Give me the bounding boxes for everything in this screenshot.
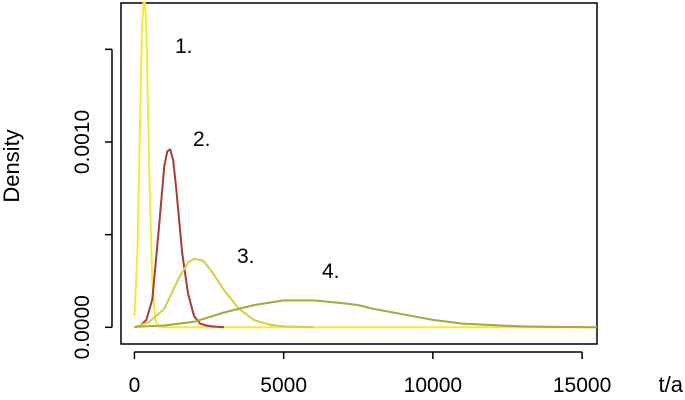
x-tick-label: 15000 <box>553 374 611 397</box>
y-tick-label: 0.0000 <box>71 295 94 359</box>
curve-labels: 1. 2. 3. 4. <box>175 35 340 283</box>
series-line-4 <box>134 299 598 329</box>
series-line-2 <box>134 148 225 329</box>
curve-label-4: 4. <box>322 260 340 283</box>
x-tick-label: 5000 <box>260 374 307 397</box>
series-line-1 <box>133 2 597 329</box>
curve-label-3: 3. <box>237 245 255 268</box>
x-axis: 0 5000 10000 15000 <box>129 351 611 397</box>
y-tick-label: 0.0010 <box>71 110 94 174</box>
x-tick-label: 10000 <box>404 374 462 397</box>
series-line-3 <box>134 257 314 329</box>
x-axis-title: t/a <box>659 372 684 397</box>
density-curves <box>133 2 598 329</box>
curve-label-1: 1. <box>175 35 193 58</box>
curve-label-2: 2. <box>193 128 211 151</box>
plot-frame <box>120 2 598 345</box>
y-axis-title: Density <box>0 129 24 202</box>
x-tick-label: 0 <box>129 374 141 397</box>
y-axis: 0.0000 0.0010 <box>71 48 113 359</box>
